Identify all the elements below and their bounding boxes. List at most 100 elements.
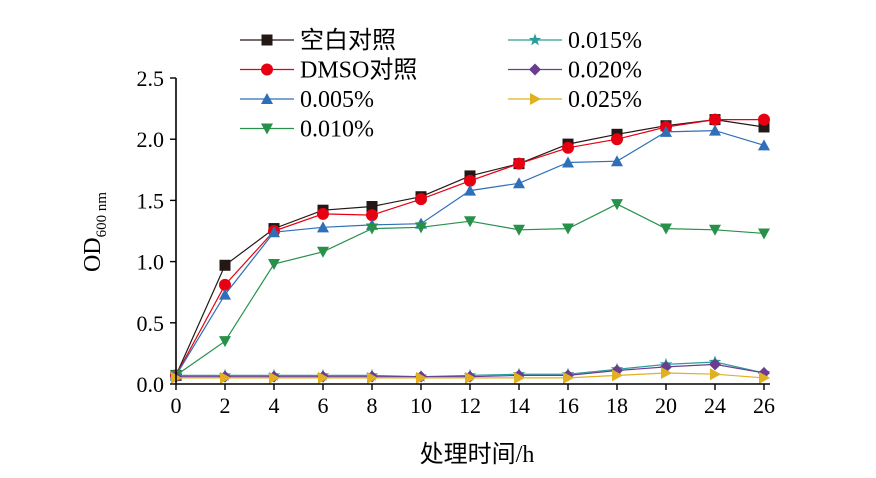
- legend: 空白对照 DMSO对照 0.005% 0.010% 0.015% 0.020% 0.025%: [240, 27, 642, 143]
- x-tick-label: 4: [269, 393, 280, 418]
- x-tick-label: 2: [220, 393, 231, 418]
- data-point: [709, 113, 721, 126]
- data-point: [219, 278, 231, 291]
- data-point: [317, 221, 329, 233]
- data-point: [464, 174, 476, 187]
- data-point: [709, 124, 721, 136]
- data-point: [366, 209, 378, 222]
- data-point: [612, 369, 623, 382]
- legend-label: 0.005%: [300, 87, 374, 113]
- legend-item: 0.005%: [240, 87, 374, 113]
- data-point: [415, 222, 427, 234]
- x-tick-label: 8: [367, 393, 378, 418]
- data-point: [758, 228, 770, 240]
- series-line: [175, 118, 765, 376]
- data-point: [611, 199, 623, 211]
- data-point: [219, 288, 231, 300]
- data-point: [660, 125, 672, 137]
- legend-marker: [261, 123, 273, 135]
- data-point: [464, 216, 476, 228]
- data-point: [759, 371, 770, 384]
- data-point: [317, 246, 329, 258]
- data-point: [709, 224, 721, 236]
- legend-label: 0.020%: [568, 58, 642, 84]
- x-tick-label: 24: [704, 393, 726, 418]
- x-tick-label: 14: [508, 393, 530, 418]
- series-line: [175, 203, 765, 376]
- data-point: [367, 371, 378, 384]
- series-4: [170, 199, 770, 382]
- data-point: [366, 223, 378, 235]
- legend-label: DMSO对照: [300, 57, 417, 84]
- y-tick-label: 0.5: [137, 311, 165, 336]
- legend-item: 0.015%: [508, 28, 642, 54]
- data-point: [661, 366, 672, 379]
- data-point: [562, 156, 574, 168]
- data-point: [611, 133, 623, 146]
- legend-marker: [261, 93, 273, 104]
- data-point: [220, 371, 231, 384]
- x-tick-label: 0: [171, 393, 182, 418]
- legend-label: 0.010%: [300, 117, 374, 143]
- y-tick-label: 0.0: [137, 372, 165, 397]
- legend-label: 空白对照: [300, 27, 396, 54]
- data-point: [513, 157, 525, 170]
- data-point: [415, 193, 427, 206]
- x-tick-label: 20: [655, 393, 677, 418]
- series-line: [175, 129, 765, 376]
- data-point: [758, 139, 770, 151]
- series-7: [171, 366, 770, 384]
- legend-item: 0.025%: [508, 87, 642, 113]
- data-point: [464, 184, 476, 196]
- data-point: [219, 259, 231, 271]
- axes: [175, 78, 770, 385]
- data-point: [758, 121, 770, 133]
- y-axis-title-main: OD: [80, 237, 106, 272]
- data-point: [709, 358, 721, 371]
- data-point: [269, 371, 280, 384]
- legend-label: 0.025%: [568, 87, 642, 113]
- y-tick-label: 2.5: [137, 66, 165, 91]
- data-point: [710, 368, 721, 381]
- y-tick-label: 1.5: [137, 188, 165, 213]
- data-point: [317, 207, 329, 220]
- legend-item: DMSO对照: [240, 57, 417, 84]
- data-point: [611, 155, 623, 167]
- data-point: [514, 371, 525, 384]
- legend-marker: [529, 63, 541, 76]
- x-tick-label: 16: [557, 393, 579, 418]
- y-axis-title-sub: 600 nm: [94, 192, 110, 238]
- x-tick-label: 6: [318, 393, 329, 418]
- x-axis-title: 处理时间/h: [420, 441, 535, 468]
- legend-marker: [261, 34, 273, 46]
- series-line: [175, 118, 764, 376]
- data-point: [219, 336, 231, 348]
- data-point: [660, 223, 672, 235]
- data-point: [562, 141, 574, 154]
- y-ticks: 0.0 0.5 1.0 1.5 2.0 2.5: [137, 66, 176, 397]
- legend-item: 0.020%: [508, 58, 642, 84]
- legend-item: 空白对照: [240, 27, 396, 54]
- series-3: [170, 124, 770, 381]
- plot-area: [169, 113, 771, 384]
- data-point: [513, 177, 525, 189]
- data-point: [562, 223, 574, 235]
- legend-item: 0.010%: [240, 117, 374, 143]
- data-point: [268, 259, 280, 271]
- x-tick-label: 10: [410, 393, 432, 418]
- series-2: [170, 113, 770, 382]
- y-axis-title: OD600 nm: [80, 192, 110, 272]
- data-point: [416, 371, 427, 384]
- data-point: [758, 113, 770, 126]
- series-1: [170, 114, 770, 381]
- data-point: [465, 371, 476, 384]
- legend-marker: [528, 33, 542, 46]
- legend-label: 0.015%: [568, 28, 642, 54]
- y-tick-label: 1.0: [137, 250, 165, 275]
- data-point: [563, 371, 574, 384]
- data-point: [513, 224, 525, 236]
- data-point: [366, 201, 378, 213]
- legend-marker: [261, 63, 273, 76]
- legend-marker: [530, 93, 541, 105]
